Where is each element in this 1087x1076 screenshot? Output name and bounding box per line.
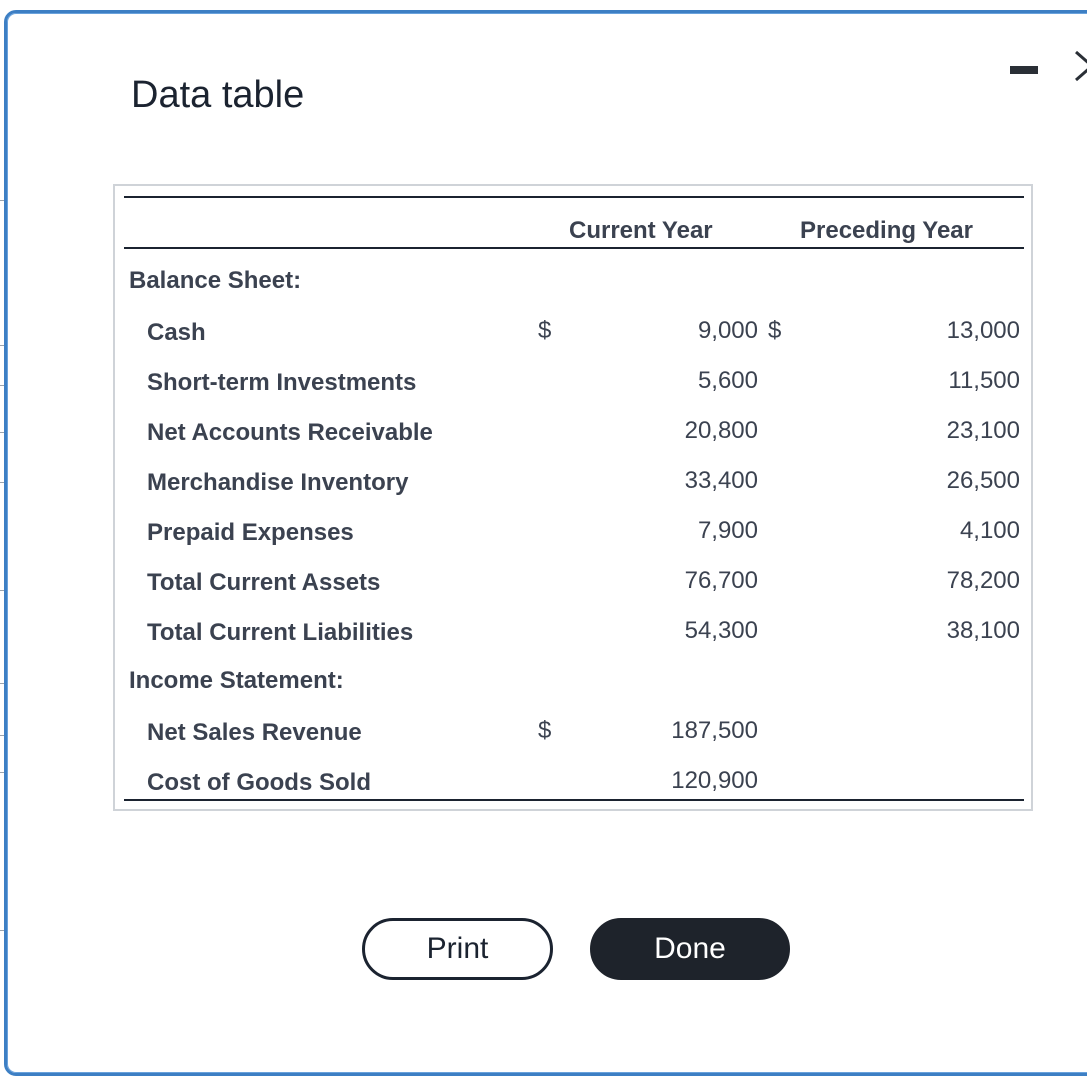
done-button[interactable]: Done: [590, 918, 790, 980]
row-label: Prepaid Expenses: [147, 519, 354, 546]
header-rule: [124, 247, 1024, 249]
row-label: Cash: [147, 319, 206, 346]
preceding-year-value: 26,500: [946, 467, 1020, 494]
preceding-year-value: 78,200: [946, 567, 1020, 594]
current-year-value: 76,700: [684, 567, 758, 594]
background-line: [0, 482, 6, 483]
preceding-year-value: 4,100: [959, 517, 1020, 544]
preceding-year-value: 11,500: [948, 367, 1020, 394]
preceding-year-value: 38,100: [946, 617, 1020, 644]
preceding-year-value: 13,000: [946, 317, 1020, 344]
currency-symbol: $: [538, 317, 552, 344]
data-table-frame: [113, 184, 1033, 811]
current-year-value: 33,400: [684, 467, 758, 494]
current-year-value: 54,300: [684, 617, 758, 644]
current-year-value: 20,800: [684, 417, 758, 444]
row-label: Short-term Investments: [147, 369, 417, 396]
section-income-statement: Income Statement:: [129, 667, 344, 694]
background-line: [0, 683, 6, 684]
section-balance-sheet: Balance Sheet:: [129, 267, 302, 294]
currency-symbol: $: [768, 317, 782, 344]
current-year-value: 120,900: [671, 767, 758, 794]
column-header-preceding-year: Preceding Year: [800, 217, 973, 244]
background-line: [0, 385, 6, 386]
background-line: [0, 735, 6, 736]
table-top-rule: [124, 196, 1024, 198]
row-label: Total Current Assets: [147, 569, 381, 596]
row-label: Merchandise Inventory: [147, 469, 409, 496]
row-label: Cost of Goods Sold: [147, 769, 371, 796]
background-line: [0, 432, 6, 433]
dialog-title: Data table: [131, 74, 305, 116]
column-header-current-year: Current Year: [569, 217, 713, 244]
currency-symbol: $: [538, 717, 552, 744]
row-label: Net Sales Revenue: [147, 719, 362, 746]
row-label: Net Accounts Receivable: [147, 419, 433, 446]
minimize-icon[interactable]: [1010, 66, 1038, 74]
background-line: [0, 772, 6, 773]
close-icon[interactable]: [1068, 48, 1087, 84]
background-line: [0, 590, 6, 591]
print-button[interactable]: Print: [362, 918, 553, 980]
background-line: [0, 345, 6, 346]
background-line: [0, 200, 6, 201]
current-year-value: 9,000: [697, 317, 758, 344]
table-bottom-rule: [124, 799, 1024, 801]
current-year-value: 7,900: [697, 517, 758, 544]
data-table-dialog: [4, 10, 1087, 1076]
row-label: Total Current Liabilities: [147, 619, 414, 646]
current-year-value: 187,500: [671, 717, 758, 744]
current-year-value: 5,600: [697, 367, 758, 394]
preceding-year-value: 23,100: [946, 417, 1020, 444]
background-line: [0, 930, 6, 931]
